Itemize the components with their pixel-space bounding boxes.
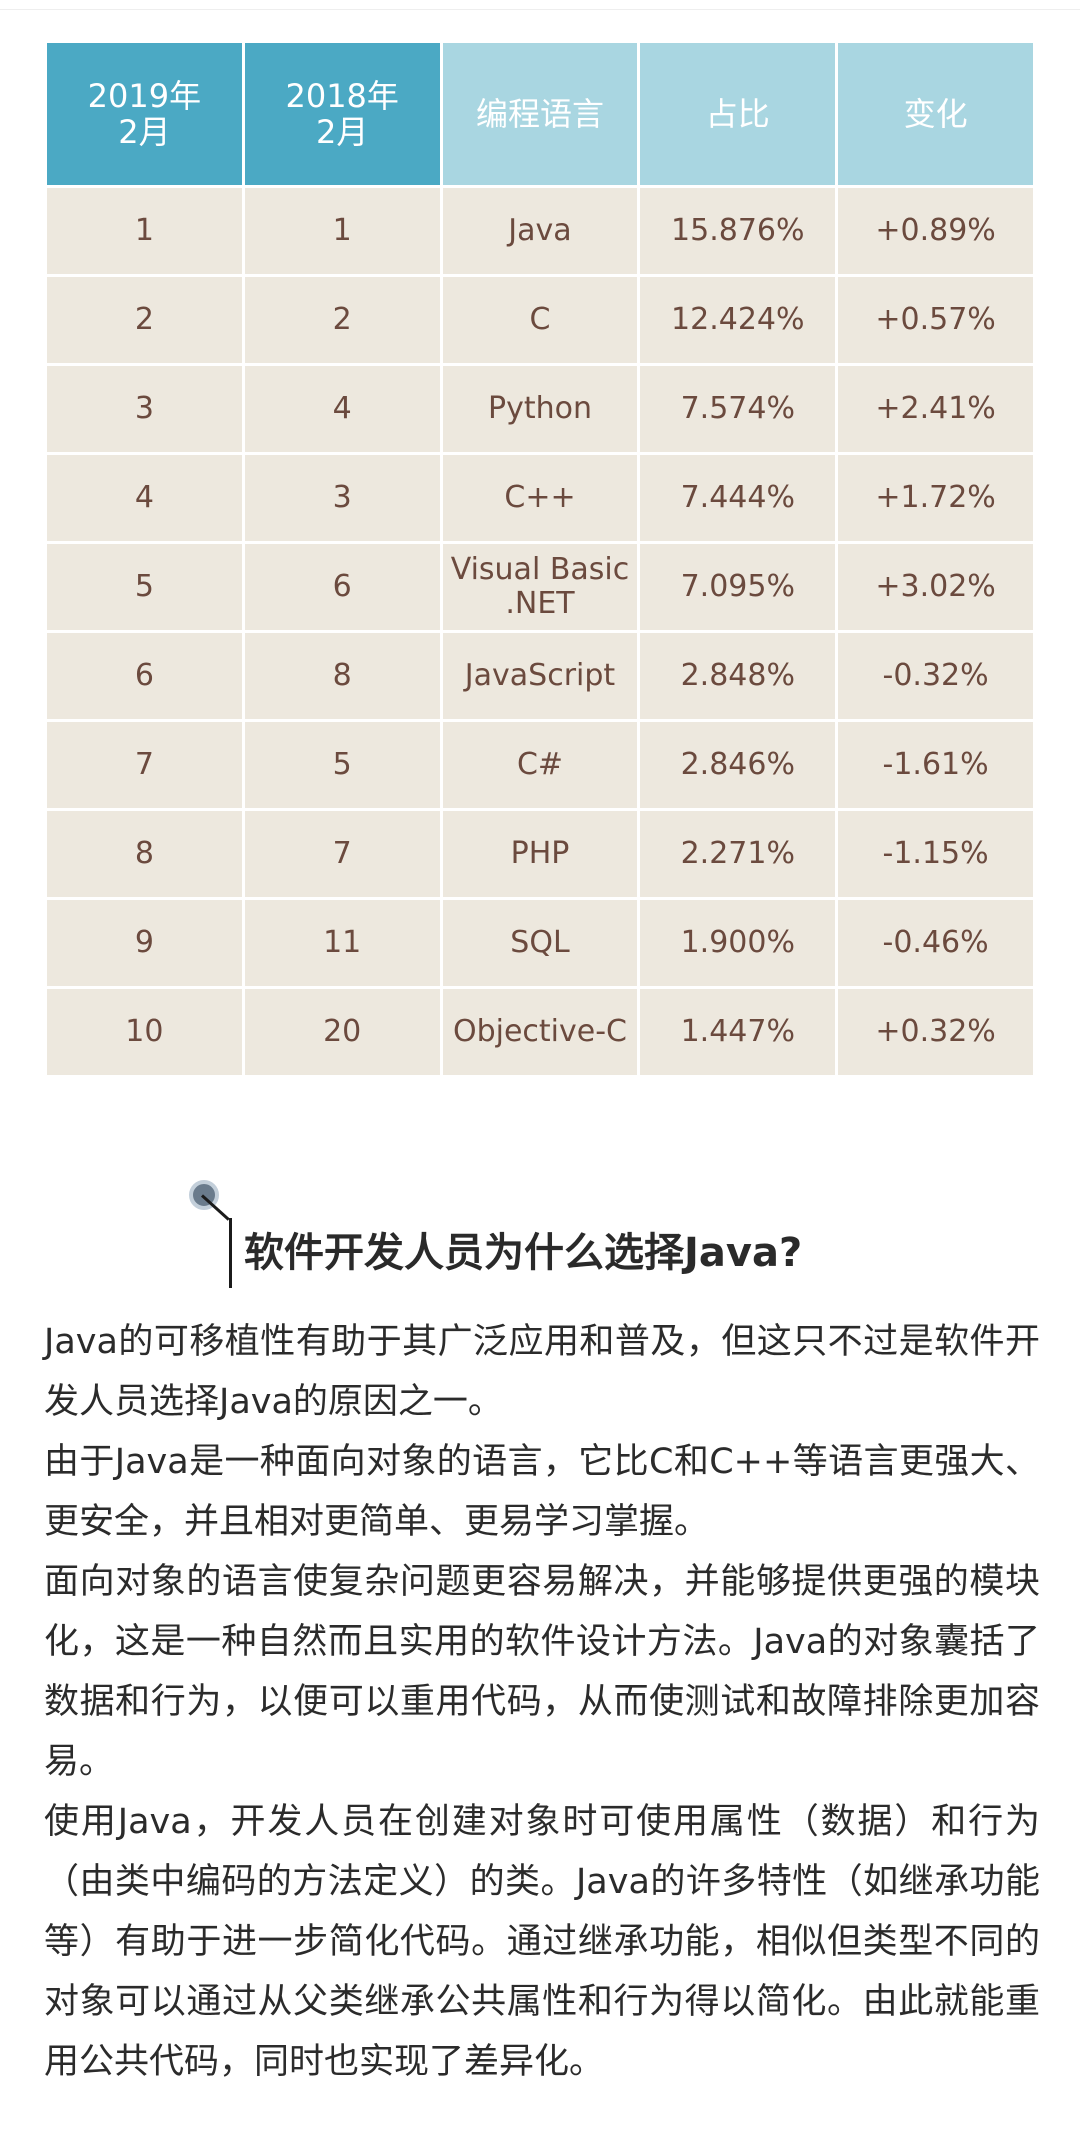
cell-rank-2018: 11 (241, 897, 443, 989)
table-row: 3 4 Python 7.574% +2.41% (44, 363, 1036, 455)
cell-language: SQL (439, 897, 641, 989)
header-change: 变化 (835, 40, 1036, 188)
article-paragraph: 面向对象的语言使复杂问题更容易解决，并能够提供更强的模块化，这是一种自然而且实用… (44, 1562, 1040, 1782)
cell-rank-2018: 20 (241, 986, 443, 1078)
cell-rank-2019: 1 (44, 185, 245, 277)
cell-change: -1.61% (835, 719, 1036, 811)
table-header-row: 2019年 2月 2018年 2月 编程语言 占比 变化 (44, 40, 1036, 188)
cell-rank-2019: 3 (44, 363, 245, 455)
cell-share: 7.095% (637, 541, 839, 633)
cell-rank-2018: 7 (241, 808, 443, 900)
cell-language: Objective-C (439, 986, 641, 1078)
table-row: 9 11 SQL 1.900% -0.46% (44, 897, 1036, 989)
cell-share: 2.846% (637, 719, 839, 811)
cell-language: Java (439, 185, 641, 277)
article-paragraph: 由于Java是一种面向对象的语言，它比C和C++等语言更强大、更安全，并且相对更… (44, 1442, 1040, 1542)
cell-change: +1.72% (835, 452, 1036, 544)
cell-change: -1.15% (835, 808, 1036, 900)
cell-change: +0.89% (835, 185, 1036, 277)
table-row: 7 5 C# 2.846% -1.61% (44, 719, 1036, 811)
cell-rank-2018: 3 (241, 452, 443, 544)
header-rank-2018: 2018年 2月 (241, 40, 443, 188)
table-row: 8 7 PHP 2.271% -1.15% (44, 808, 1036, 900)
table-row: 4 3 C++ 7.444% +1.72% (44, 452, 1036, 544)
cell-rank-2019: 6 (44, 630, 245, 722)
cell-language: C++ (439, 452, 641, 544)
table-row: 2 2 C 12.424% +0.57% (44, 274, 1036, 366)
header-language: 编程语言 (439, 40, 641, 188)
cell-language: JavaScript (439, 630, 641, 722)
article-paragraph: 使用Java，开发人员在创建对象时可使用属性（数据）和行为（由类中编码的方法定义… (44, 1802, 1040, 2082)
cell-rank-2018: 2 (241, 274, 443, 366)
table-row: 10 20 Objective-C 1.447% +0.32% (44, 986, 1036, 1078)
section-title: 软件开发人员为什么选择Java? (244, 1230, 803, 1276)
cell-change: -0.32% (835, 630, 1036, 722)
cell-rank-2019: 7 (44, 719, 245, 811)
cell-rank-2018: 5 (241, 719, 443, 811)
cell-rank-2018: 4 (241, 363, 443, 455)
cell-language: C# (439, 719, 641, 811)
cell-language: C (439, 274, 641, 366)
cell-change: +2.41% (835, 363, 1036, 455)
header-share: 占比 (637, 40, 839, 188)
article-paragraph: Java的可移植性有助于其广泛应用和普及，但这只不过是软件开发人员选择Java的… (44, 1322, 1040, 1422)
language-ranking-table: 2019年 2月 2018年 2月 编程语言 占比 变化 1 1 Java 15.876%… (44, 40, 1036, 1078)
cell-rank-2018: 6 (241, 541, 443, 633)
cell-share: 1.447% (637, 986, 839, 1078)
cell-rank-2018: 1 (241, 185, 443, 277)
cell-share: 7.444% (637, 452, 839, 544)
cell-share: 12.424% (637, 274, 839, 366)
table-row: 5 6 Visual Basic .NET 7.095% +3.02% (44, 541, 1036, 633)
cell-language: PHP (439, 808, 641, 900)
table-row: 1 1 Java 15.876% +0.89% (44, 185, 1036, 277)
pin-vertical-line (229, 1218, 232, 1288)
cell-change: +0.32% (835, 986, 1036, 1078)
cell-rank-2019: 9 (44, 897, 245, 989)
cell-language: Visual Basic .NET (439, 541, 641, 633)
cell-share: 2.848% (637, 630, 839, 722)
article-body: Java的可移植性有助于其广泛应用和普及，但这只不过是软件开发人员选择Java的… (44, 1312, 1040, 2092)
table-body: 1 1 Java 15.876% +0.89% 2 2 C 12.424% +0.57% 3 4 Pyt… (44, 185, 1036, 1078)
cell-share: 7.574% (637, 363, 839, 455)
header-rank-2019: 2019年 2月 (44, 40, 245, 188)
cell-share: 15.876% (637, 185, 839, 277)
cell-change: +3.02% (835, 541, 1036, 633)
top-divider (0, 9, 1080, 10)
cell-rank-2019: 2 (44, 274, 245, 366)
cell-change: +0.57% (835, 274, 1036, 366)
cell-share: 2.271% (637, 808, 839, 900)
pin-marker-icon (189, 1180, 219, 1210)
table-row: 6 8 JavaScript 2.848% -0.32% (44, 630, 1036, 722)
cell-rank-2019: 8 (44, 808, 245, 900)
cell-share: 1.900% (637, 897, 839, 989)
cell-rank-2019: 5 (44, 541, 245, 633)
cell-change: -0.46% (835, 897, 1036, 989)
cell-rank-2018: 8 (241, 630, 443, 722)
cell-rank-2019: 4 (44, 452, 245, 544)
cell-rank-2019: 10 (44, 986, 245, 1078)
cell-language: Python (439, 363, 641, 455)
